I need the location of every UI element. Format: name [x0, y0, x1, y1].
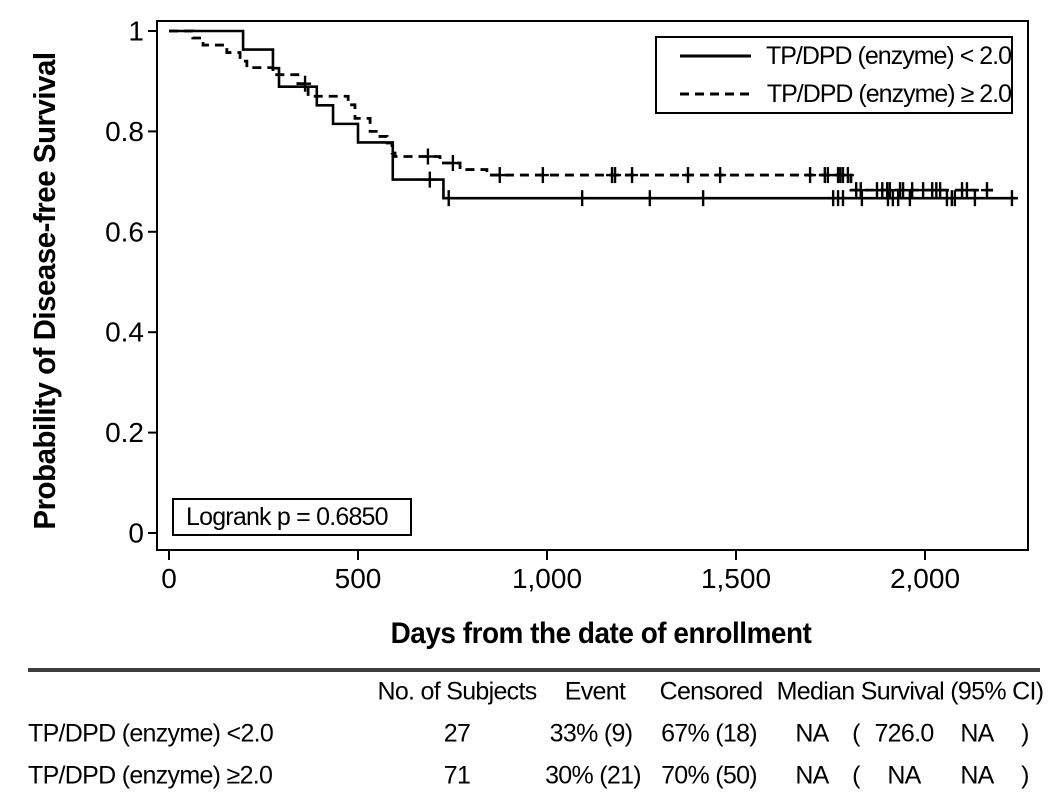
cell-median: NA [795, 719, 829, 748]
cell-ci-close: ) [1021, 719, 1029, 748]
cell-event: 30% (21) [545, 761, 642, 790]
cell-ci-close: ) [1021, 761, 1029, 790]
legend-line-solid-icon [680, 54, 751, 58]
y-tick-label: 0.8 [105, 116, 144, 147]
plot-frame [156, 20, 1029, 551]
table-header-median: Median Survival (95% CI) [776, 677, 1044, 706]
cell-ci-high: NA [960, 761, 994, 790]
legend-item-dashed: TP/DPD (enzyme) ≥ 2.0 [679, 79, 1012, 109]
cell-ci-open: ( [852, 761, 860, 790]
cell-censored: 67% (18) [661, 719, 758, 748]
cell-ci-high: NA [960, 719, 994, 748]
x-axis-title: Days from the date of enrollment [390, 617, 812, 650]
y-axis-title: Probability of Disease-free Survival [27, 52, 62, 530]
logrank-annotation: Logrank p = 0.6850 [172, 498, 412, 536]
row-label: TP/DPD (enzyme) ≥2.0 [28, 761, 273, 790]
cell-ci-low: NA [887, 761, 921, 790]
survival-curve-solid [169, 29, 1018, 200]
legend-label-dashed: TP/DPD (enzyme) ≥ 2.0 [766, 79, 1012, 108]
x-tick-label: 2,000 [890, 563, 960, 594]
table-header-subjects: No. of Subjects [377, 677, 537, 706]
cell-ci-open: ( [852, 719, 860, 748]
legend-item-solid: TP/DPD (enzyme) < 2.0 [679, 41, 1012, 71]
cell-ci-low: 726.0 [874, 719, 934, 748]
logrank-text: Logrank p = 0.6850 [186, 502, 389, 531]
y-tick-label: 0 [128, 518, 144, 549]
row-label: TP/DPD (enzyme) <2.0 [28, 719, 274, 748]
legend-label-solid: TP/DPD (enzyme) < 2.0 [765, 41, 1012, 70]
x-tick-label: 500 [335, 563, 382, 594]
table-header-censored: Censored [659, 677, 764, 706]
cell-median: NA [795, 761, 829, 790]
cell-event: 33% (9) [549, 719, 633, 748]
cell-censored: 70% (50) [661, 761, 758, 790]
x-tick-label: 1,000 [512, 563, 582, 594]
table-header-event: Event [564, 677, 626, 706]
cell-subjects: 27 [443, 719, 471, 748]
y-tick-label: 0.6 [105, 216, 144, 247]
x-tick-label: 0 [161, 563, 177, 594]
y-tick-label: 1 [128, 16, 144, 47]
x-tick-label: 1,500 [701, 563, 771, 594]
cell-subjects: 71 [443, 761, 471, 790]
legend-line-dashed-icon [680, 92, 752, 96]
y-tick-label: 0.4 [105, 317, 144, 348]
table-top-rule [28, 668, 1040, 672]
legend: TP/DPD (enzyme) < 2.0 TP/DPD (enzyme) ≥ … [655, 36, 1013, 114]
y-tick-label: 0.2 [105, 417, 144, 448]
